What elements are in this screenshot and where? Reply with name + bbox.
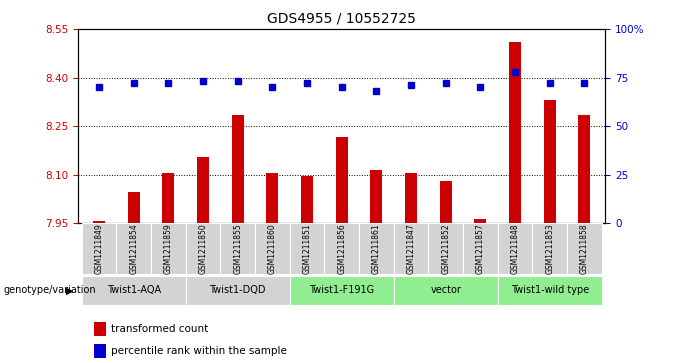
Text: ▶: ▶ — [66, 285, 73, 295]
Bar — [405, 173, 417, 223]
Text: GSM1211854: GSM1211854 — [129, 223, 138, 274]
Text: Twist1-F191G: Twist1-F191G — [309, 285, 374, 295]
Bar — [440, 181, 452, 223]
Bar — [463, 223, 498, 274]
Bar — [578, 115, 590, 223]
Bar — [151, 223, 186, 274]
Bar — [94, 344, 105, 358]
Bar — [267, 173, 278, 223]
Bar — [186, 223, 220, 274]
Bar — [128, 192, 140, 223]
Bar — [163, 173, 174, 223]
Bar — [498, 276, 602, 305]
Bar — [232, 115, 243, 223]
Text: percentile rank within the sample: percentile rank within the sample — [112, 346, 287, 356]
Bar — [532, 223, 567, 274]
Bar — [475, 219, 486, 223]
Text: transformed count: transformed count — [112, 324, 209, 334]
Text: GSM1211857: GSM1211857 — [476, 223, 485, 274]
Bar — [498, 223, 532, 274]
Bar — [336, 138, 347, 223]
Bar — [301, 176, 313, 223]
Text: GSM1211855: GSM1211855 — [233, 223, 242, 274]
Bar — [394, 223, 428, 274]
Bar — [509, 42, 521, 223]
Bar — [359, 223, 394, 274]
Bar — [371, 170, 382, 223]
Title: GDS4955 / 10552725: GDS4955 / 10552725 — [267, 11, 416, 25]
Bar — [428, 223, 463, 274]
Text: GSM1211850: GSM1211850 — [199, 223, 207, 274]
Text: GSM1211859: GSM1211859 — [164, 223, 173, 274]
Bar — [255, 223, 290, 274]
Bar — [394, 276, 498, 305]
Text: Twist1-AQA: Twist1-AQA — [107, 285, 160, 295]
Bar — [567, 223, 602, 274]
Bar — [82, 223, 116, 274]
Bar — [94, 322, 105, 336]
Text: GSM1211848: GSM1211848 — [511, 223, 520, 274]
Bar — [324, 223, 359, 274]
Text: GSM1211847: GSM1211847 — [407, 223, 415, 274]
Text: Twist1-DQD: Twist1-DQD — [209, 285, 266, 295]
Bar — [186, 276, 290, 305]
Bar — [93, 221, 105, 223]
Bar — [543, 100, 556, 223]
Bar — [220, 223, 255, 274]
Bar — [82, 276, 186, 305]
Text: GSM1211858: GSM1211858 — [580, 223, 589, 274]
Bar — [290, 276, 394, 305]
Text: GSM1211856: GSM1211856 — [337, 223, 346, 274]
Text: GSM1211852: GSM1211852 — [441, 223, 450, 274]
Text: GSM1211851: GSM1211851 — [303, 223, 311, 274]
Text: Twist1-wild type: Twist1-wild type — [511, 285, 589, 295]
Text: genotype/variation: genotype/variation — [3, 285, 96, 295]
Text: GSM1211853: GSM1211853 — [545, 223, 554, 274]
Bar — [290, 223, 324, 274]
Text: GSM1211849: GSM1211849 — [95, 223, 103, 274]
Bar — [197, 157, 209, 223]
Text: GSM1211861: GSM1211861 — [372, 223, 381, 274]
Bar — [116, 223, 151, 274]
Text: vector: vector — [430, 285, 461, 295]
Text: GSM1211860: GSM1211860 — [268, 223, 277, 274]
